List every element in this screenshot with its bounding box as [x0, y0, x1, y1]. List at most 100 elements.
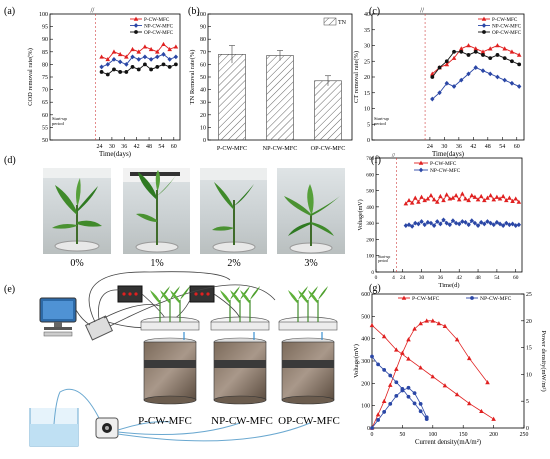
data-point — [412, 401, 417, 406]
reactor-top — [140, 321, 200, 331]
data-point — [480, 49, 486, 54]
data-point — [99, 70, 104, 74]
plant-leaf — [230, 290, 240, 304]
y-tick-label: 20 — [200, 113, 206, 119]
data-point — [466, 53, 471, 57]
category-label: P-CW-MFC — [217, 145, 247, 152]
data-point — [369, 322, 375, 328]
y-tick-label: 40 — [200, 88, 206, 94]
data-point — [504, 220, 509, 226]
bar — [314, 80, 342, 141]
y2-axis-label: Power density(mW/m²) — [540, 330, 547, 391]
data-point — [418, 409, 423, 414]
y-tick-label: 65 — [42, 100, 48, 106]
y-tick-label: 100 — [361, 404, 370, 410]
legend-label: NP-CW-MFC — [430, 168, 461, 174]
panel-label-e: (e) — [4, 284, 15, 295]
y-tick-label: 0 — [203, 138, 206, 144]
y-axis-label: COD removal rate(%) — [27, 48, 34, 106]
plant-leaf — [240, 286, 250, 300]
y-tick-label: 100 — [366, 254, 374, 260]
x-tick-label: 24 — [400, 275, 406, 281]
x-tick-label: 42 — [470, 144, 476, 150]
data-point — [418, 401, 423, 406]
x-tick-label: 42 — [457, 275, 463, 281]
data-point — [111, 56, 117, 62]
data-point — [438, 221, 443, 227]
computer-icon — [39, 297, 77, 337]
x-tick-label: 48 — [475, 275, 481, 281]
panel-e: (e) — [4, 271, 340, 447]
data-point — [406, 394, 411, 399]
data-point — [441, 217, 446, 223]
data-point — [124, 54, 129, 59]
data-point — [435, 219, 440, 224]
x-tick-label: 30 — [441, 144, 447, 150]
plant-leaf — [240, 290, 250, 304]
data-point — [381, 398, 387, 403]
data-point — [434, 199, 440, 204]
meter-icon-1 — [117, 285, 143, 303]
y-tick-label: 700 — [366, 156, 374, 162]
y-tick-label: 90 — [42, 37, 48, 43]
plant-leaf — [308, 290, 318, 304]
data-point — [394, 380, 399, 385]
data-point — [504, 197, 509, 203]
plant-leaf — [298, 286, 308, 300]
y-tick-label: 80 — [200, 37, 206, 43]
data-point — [370, 426, 374, 430]
data-point — [513, 223, 518, 228]
data-point — [459, 77, 464, 83]
data-point — [502, 46, 507, 51]
y-tick-label: 55 — [42, 125, 48, 131]
x-tick-label: 54 — [499, 144, 505, 150]
data-point — [454, 392, 460, 397]
data-point — [466, 197, 471, 203]
data-point — [430, 71, 435, 76]
plant-leaf — [180, 286, 190, 300]
y-tick-label: 0 — [367, 138, 370, 144]
data-point — [452, 49, 456, 54]
x-tick-label: 4 — [392, 275, 395, 281]
data-point — [428, 193, 434, 198]
data-point — [497, 196, 503, 201]
y-tick-label: 80 — [42, 62, 48, 68]
data-point — [485, 380, 490, 385]
data-point — [466, 71, 471, 77]
data-point — [430, 75, 435, 79]
x-tick-label: 150 — [459, 432, 468, 438]
data-point — [149, 67, 154, 72]
data-point — [148, 46, 154, 52]
data-point — [487, 46, 493, 51]
data-point — [478, 219, 484, 225]
y-tick-label: 60 — [42, 113, 48, 119]
data-point — [460, 191, 465, 196]
annotation-line-2: period — [52, 121, 64, 126]
data-point — [444, 59, 449, 64]
data-point — [473, 65, 478, 70]
data-point — [488, 71, 493, 77]
data-point — [507, 195, 512, 200]
data-point — [451, 84, 457, 89]
data-point — [412, 391, 417, 396]
data-point — [148, 56, 154, 62]
legend-marker — [418, 160, 424, 165]
data-point — [466, 355, 472, 361]
data-point — [516, 222, 522, 228]
data-point — [173, 44, 179, 49]
legend-label: NP-CW-MFC — [144, 24, 174, 30]
data-point — [485, 219, 490, 224]
data-point — [111, 49, 117, 54]
data-point — [167, 46, 172, 52]
reactor-2 — [278, 286, 338, 405]
y-tick-label: 25 — [364, 59, 370, 65]
data-point — [509, 80, 515, 86]
data-point — [413, 220, 418, 226]
y-tick-label: 400 — [361, 337, 370, 343]
data-point — [130, 65, 135, 69]
legend-label: P-CW-MFC — [492, 17, 518, 23]
data-point — [416, 221, 421, 227]
data-point — [425, 219, 431, 225]
y-tick-label: 200 — [361, 381, 370, 387]
data-point — [143, 62, 147, 67]
